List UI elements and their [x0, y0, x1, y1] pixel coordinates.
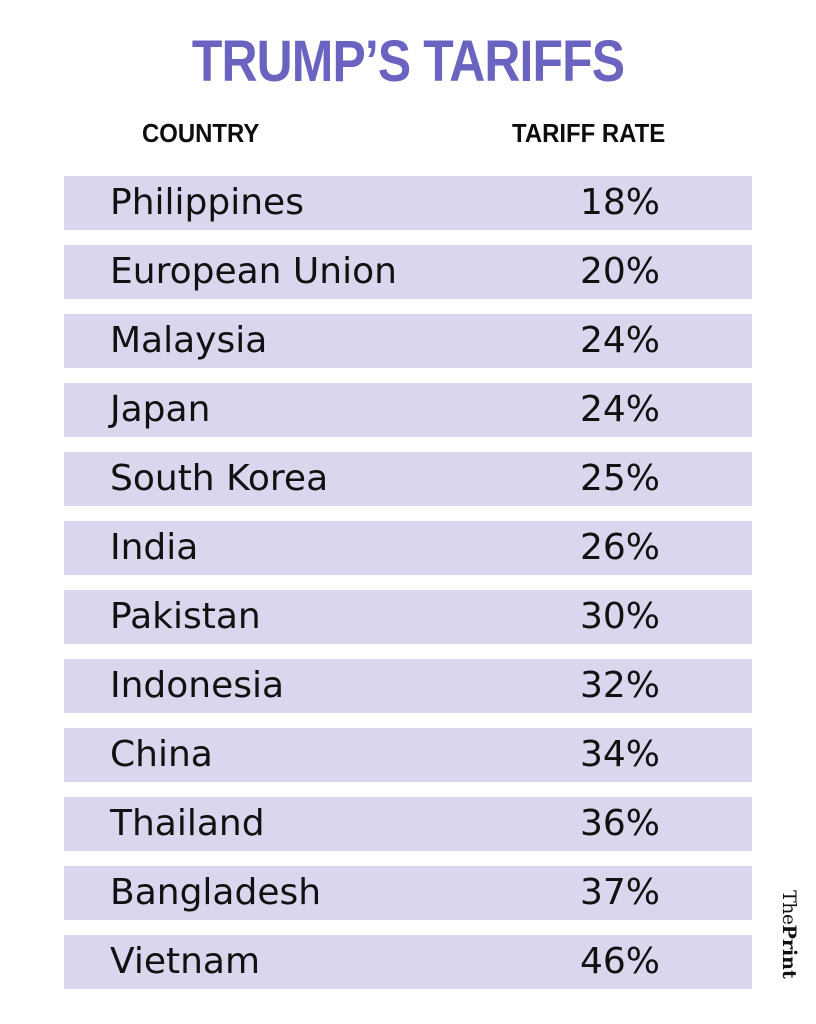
country-cell: Philippines [110, 182, 304, 223]
logo-print-text: Print [778, 924, 800, 979]
table-row: European Union 20% [64, 245, 752, 299]
rate-cell: 34% [579, 734, 660, 775]
column-header-tariff-rate: TARIFF RATE [512, 118, 666, 148]
country-cell: India [110, 527, 199, 568]
table-row: Philippines 18% [64, 176, 752, 230]
country-cell: Bangladesh [110, 872, 322, 913]
country-cell: Pakistan [110, 596, 261, 637]
rate-cell: 24% [579, 389, 660, 430]
table-row: Japan 24% [64, 383, 752, 437]
country-cell: Vietnam [110, 941, 261, 982]
table-row: South Korea 25% [64, 452, 752, 506]
table-row: Pakistan 30% [64, 590, 752, 644]
country-cell: Malaysia [110, 320, 268, 361]
rate-cell: 20% [579, 251, 660, 292]
rate-cell: 26% [579, 527, 660, 568]
country-cell: Indonesia [110, 665, 285, 706]
country-cell: Japan [110, 389, 211, 430]
rate-cell: 37% [579, 872, 660, 913]
logo-the-text: The [778, 890, 800, 925]
tariff-table: Philippines 18% European Union 20% Malay… [64, 176, 752, 1004]
country-cell: European Union [110, 251, 397, 292]
country-cell: South Korea [110, 458, 329, 499]
table-row: Thailand 36% [64, 797, 752, 851]
page-title: TRUMP’S TARIFFS [191, 29, 625, 94]
country-cell: China [110, 734, 213, 775]
rate-cell: 24% [579, 320, 660, 361]
table-row: China 34% [64, 728, 752, 782]
table-row: Vietnam 46% [64, 935, 752, 989]
table-row: India 26% [64, 521, 752, 575]
table-row: Malaysia 24% [64, 314, 752, 368]
rate-cell: 30% [579, 596, 660, 637]
column-header-country: COUNTRY [142, 118, 260, 148]
rate-cell: 32% [579, 665, 660, 706]
theprint-logo: ThePrint [778, 890, 800, 979]
rate-cell: 46% [579, 941, 660, 982]
country-cell: Thailand [110, 803, 265, 844]
rate-cell: 25% [579, 458, 660, 499]
rate-cell: 18% [579, 182, 660, 223]
table-row: Bangladesh 37% [64, 866, 752, 920]
rate-cell: 36% [579, 803, 660, 844]
table-row: Indonesia 32% [64, 659, 752, 713]
